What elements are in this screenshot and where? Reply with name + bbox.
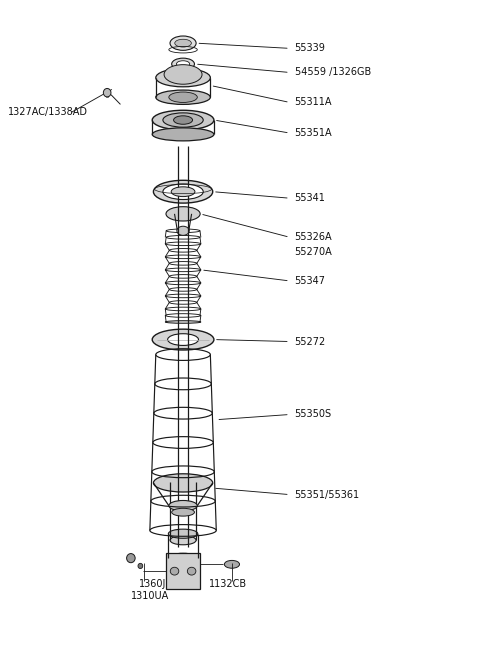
Text: 1310UA: 1310UA (131, 591, 169, 600)
Ellipse shape (175, 39, 192, 47)
Text: 55341: 55341 (295, 193, 325, 203)
Ellipse shape (224, 560, 240, 568)
Ellipse shape (152, 110, 214, 130)
Text: 55347: 55347 (295, 276, 325, 286)
Text: 1327AC/1338AD: 1327AC/1338AD (8, 107, 87, 117)
Text: 1132CB: 1132CB (209, 579, 247, 589)
Ellipse shape (138, 563, 143, 568)
Ellipse shape (169, 501, 197, 511)
Text: 55326A: 55326A (295, 233, 332, 242)
Ellipse shape (154, 474, 213, 492)
Text: 55351A: 55351A (295, 128, 332, 138)
Ellipse shape (164, 64, 202, 84)
Text: 55270A: 55270A (295, 246, 332, 257)
Text: 1360JE: 1360JE (139, 579, 173, 589)
Text: 55311A: 55311A (295, 97, 332, 108)
Ellipse shape (168, 529, 198, 538)
Ellipse shape (170, 36, 196, 51)
Ellipse shape (187, 567, 196, 575)
Ellipse shape (165, 321, 201, 323)
Ellipse shape (152, 128, 214, 141)
Ellipse shape (170, 535, 196, 545)
Ellipse shape (174, 116, 192, 124)
Ellipse shape (177, 60, 190, 67)
Ellipse shape (152, 329, 214, 350)
Ellipse shape (154, 180, 213, 203)
Ellipse shape (156, 68, 210, 87)
Text: 54559 /1326GB: 54559 /1326GB (295, 68, 371, 78)
Text: 55351/55361: 55351/55361 (295, 489, 360, 499)
Ellipse shape (172, 509, 194, 516)
Ellipse shape (169, 92, 197, 102)
Ellipse shape (166, 207, 200, 221)
Text: 55350S: 55350S (295, 409, 332, 419)
Text: 55272: 55272 (295, 336, 326, 346)
Ellipse shape (170, 477, 196, 486)
Ellipse shape (171, 187, 195, 196)
Ellipse shape (127, 554, 135, 562)
Bar (166, 553, 200, 589)
Ellipse shape (177, 226, 189, 235)
Ellipse shape (156, 90, 210, 104)
Ellipse shape (163, 184, 203, 200)
Ellipse shape (170, 567, 179, 575)
Ellipse shape (163, 113, 203, 127)
Ellipse shape (172, 58, 194, 70)
Ellipse shape (103, 89, 111, 97)
Ellipse shape (168, 334, 199, 346)
Ellipse shape (168, 553, 198, 562)
Text: 55339: 55339 (295, 43, 325, 53)
